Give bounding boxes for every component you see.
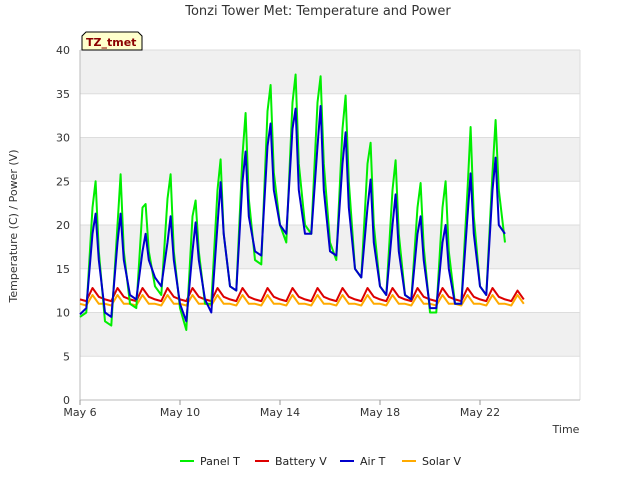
series-line-panel-t xyxy=(79,73,506,331)
x-tick-label: May 18 xyxy=(360,406,400,419)
y-tick-label: 5 xyxy=(63,350,70,363)
x-tick-label: May 22 xyxy=(460,406,500,419)
y-tick-label: 35 xyxy=(56,88,70,101)
station-badge-shape xyxy=(81,31,143,51)
legend-label-air-t: Air T xyxy=(360,455,386,468)
plot-band xyxy=(80,312,580,357)
y-tick-label: 30 xyxy=(56,132,70,145)
legend-label-battery-v: Battery V xyxy=(275,455,327,468)
plot-band xyxy=(80,50,580,94)
legend-label-solar-v: Solar V xyxy=(422,455,462,468)
y-tick-label: 40 xyxy=(56,44,70,57)
x-axis-ticks: May 6 May 10 May 14 May 18 May 22 xyxy=(63,400,500,419)
y-axis-title: Temperature (C) / Power (V) xyxy=(7,149,20,303)
y-axis-ticks: 0 5 10 15 20 25 30 35 40 xyxy=(56,44,70,407)
station-badge: TZ_tmet xyxy=(81,31,143,51)
y-tick-label: 0 xyxy=(63,394,70,407)
y-tick-label: 15 xyxy=(56,263,70,276)
y-tick-label: 20 xyxy=(56,219,70,232)
x-tick-label: May 14 xyxy=(260,406,300,419)
series-line-solar-v xyxy=(79,294,525,307)
legend-label-panel-t: Panel T xyxy=(200,455,240,468)
x-tick-label: May 10 xyxy=(160,406,200,419)
x-tick-label: May 6 xyxy=(63,406,96,419)
chart-title: Tonzi Tower Met: Temperature and Power xyxy=(184,4,451,19)
x-axis-title: Time xyxy=(552,423,580,436)
station-badge-label: TZ_tmet xyxy=(86,36,136,49)
plot-band xyxy=(80,137,580,182)
series-line-air-t xyxy=(79,105,506,323)
y-tick-label: 25 xyxy=(56,175,70,188)
y-tick-label: 10 xyxy=(56,307,70,320)
legend: Panel T Battery V Air T Solar V xyxy=(180,455,462,468)
series-lines xyxy=(79,73,525,331)
series-line-battery-v xyxy=(79,287,525,303)
